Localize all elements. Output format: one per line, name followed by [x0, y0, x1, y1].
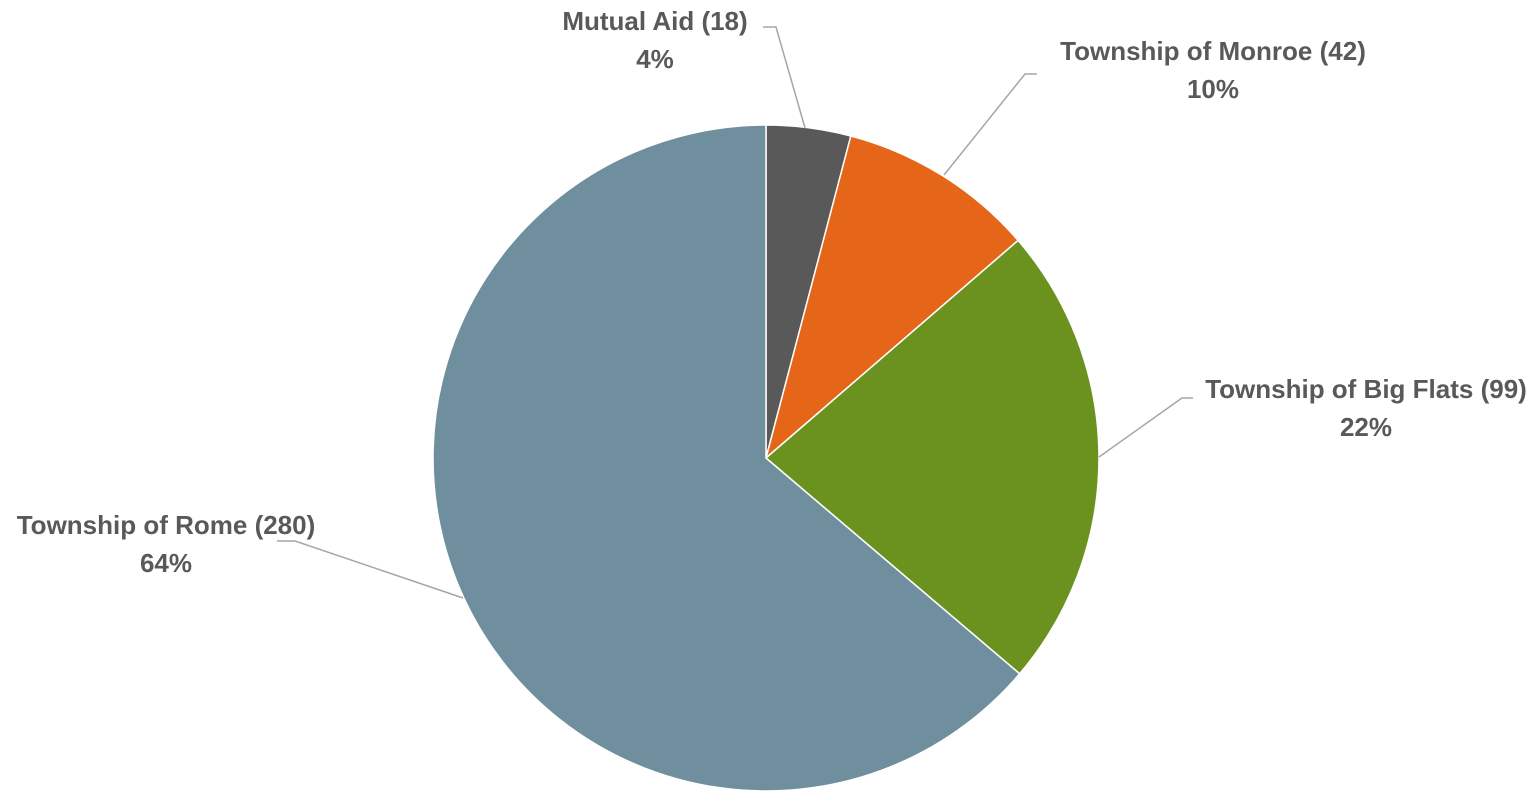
data-percent-township-of-rome: 64%	[140, 548, 192, 578]
leader-line-township-of-monroe	[943, 73, 1037, 176]
leader-lines	[277, 26, 1193, 599]
data-percent-township-of-big-flats: 22%	[1340, 412, 1392, 442]
data-label-mutual-aid: Mutual Aid (18)	[562, 6, 747, 36]
data-label-township-of-big-flats: Township of Big Flats (99)	[1205, 374, 1527, 404]
pie-slice-township-of-rome	[432, 124, 1021, 792]
data-labels: Mutual Aid (18) 4% Township of Monroe (42)…	[17, 6, 1527, 578]
leader-line-mutual-aid	[763, 26, 806, 129]
data-label-township-of-monroe: Township of Monroe (42)	[1060, 36, 1366, 66]
pie-slice-township-of-monroe	[764, 135, 1020, 461]
leader-line-township-of-rome	[277, 540, 464, 599]
data-label-township-of-rome: Township of Rome (280)	[17, 510, 316, 540]
data-percent-mutual-aid: 4%	[636, 44, 674, 74]
data-percent-township-of-monroe: 10%	[1187, 74, 1239, 104]
pie-slices	[432, 124, 1100, 792]
leader-line-township-of-big-flats	[1098, 397, 1193, 458]
